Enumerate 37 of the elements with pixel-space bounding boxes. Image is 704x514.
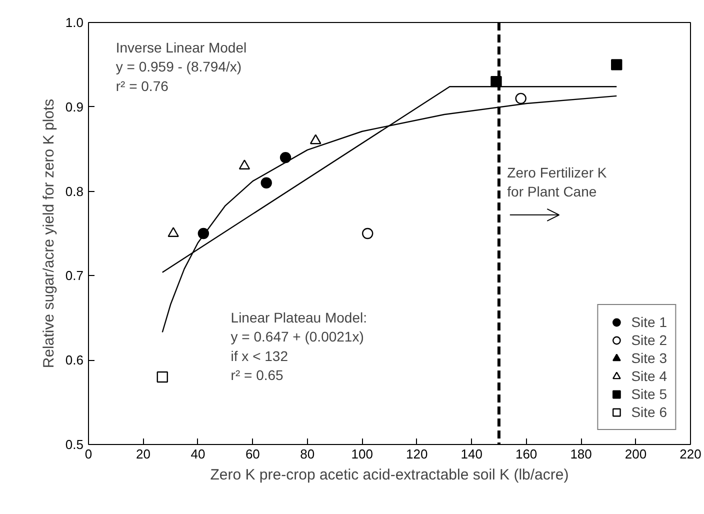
x-tick-label: 80 [300,446,315,462]
x-tick-label: 20 [136,446,150,462]
legend-label: Site 6 [631,403,667,421]
y-axis-title: Relative sugar/acre yield for zero K plots [40,98,58,368]
x-tick-label: 120 [406,446,428,462]
annotation: Inverse Linear Model y = 0.959 - (8.794/x) r² = 0.76 [116,39,247,94]
x-tick-label: 200 [624,446,647,462]
point [362,228,374,240]
point [515,92,526,104]
y-tick-label: 0.6 [65,352,84,368]
y-tick-label: 0.7 [65,268,84,284]
x-tick-label: 140 [460,446,482,462]
x-tick-label: 40 [190,446,206,462]
y-tick-label: 1.0 [65,15,84,30]
legend-label: Site 5 [631,385,667,403]
point [156,371,168,383]
point [611,59,622,70]
x-tick-label: 60 [245,446,260,462]
x-axis-title: Zero K pre-crop acetic acid-extractable soil K (lb/acre) [210,466,569,484]
x-tick-label: 160 [515,446,538,462]
legend-label: Site 1 [631,313,667,331]
x-tick-label: 0 [84,446,92,462]
annotation: Zero Fertilizer K for Plant Cane [507,164,608,200]
y-tick-label: 0.5 [65,437,84,452]
y-tick-label: 0.9 [65,99,84,114]
annotation: Linear Plateau Model: y = 0.647 + (0.0021x) if x < 132 r² = 0.65 [230,309,367,384]
x-tick-label: 100 [351,446,373,462]
point [280,152,292,164]
legend-label: Site 4 [631,367,667,385]
point [260,177,272,188]
y-tick-label: 0.8 [65,184,84,199]
legend-label: Site 3 [631,349,667,367]
point [238,160,250,170]
point [168,227,179,237]
x-tick-label: 220 [680,446,702,462]
x-tick-label: 180 [570,446,592,462]
legend-label: Site 2 [631,331,667,349]
